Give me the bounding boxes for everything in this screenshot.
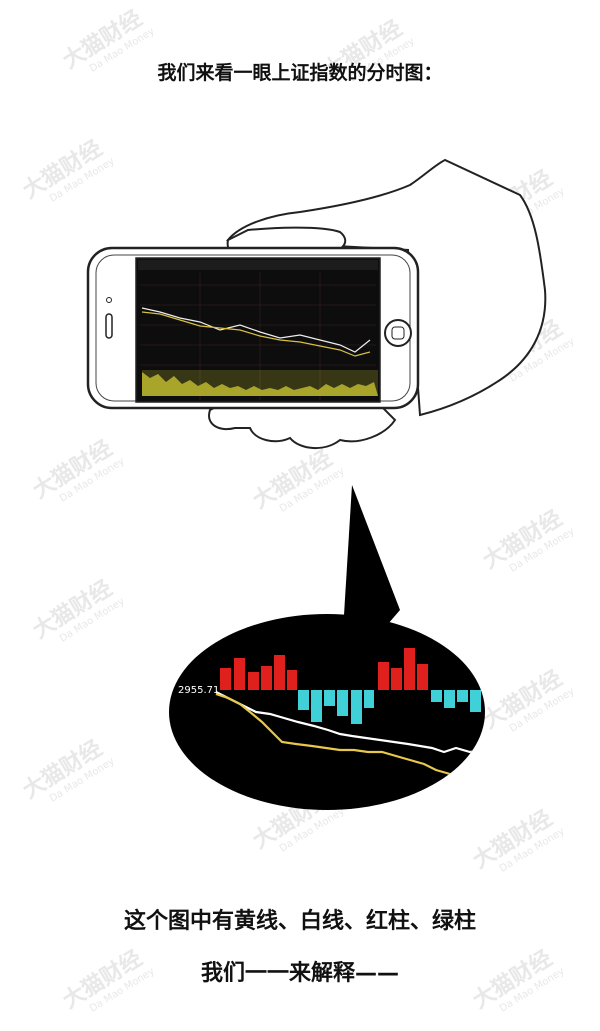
explanation-line-2: 我们一一来解释—— [200,961,399,986]
cyan-bar [337,690,348,716]
cyan-bar [324,690,335,706]
red-bar [234,658,245,690]
cyan-bar [298,690,309,710]
mini-yellow-line [141,311,371,357]
explanation-line-1: 这个图中有黄线、白线、红柱、绿柱 [123,909,476,934]
cyan-bar [470,690,481,712]
speaker-slot [105,313,113,339]
mini-volume [142,372,378,396]
cyan-bar [364,690,374,708]
cyan-bar [431,690,442,702]
red-bar [404,648,415,690]
price-label: 2955.71 [178,685,220,696]
hand-drawing [226,158,547,417]
white-price-line [215,691,485,754]
red-bar [274,655,285,690]
red-bar [220,668,231,690]
yellow-average-line [215,692,465,780]
red-bar [417,664,428,690]
red-bar [248,672,259,690]
fingers-drawing [208,404,397,449]
home-button [384,319,412,347]
phone-screen [135,257,381,403]
heading-text: 我们来看一眼上证指数的分时图： [157,62,443,84]
mini-white-line [141,307,371,353]
cyan-bar [457,690,468,702]
cyan-bar [444,690,455,708]
red-bar [261,666,272,690]
red-bar [287,670,297,690]
camera-dot [106,297,112,303]
cyan-bar [351,690,362,724]
cyan-bar [311,690,322,722]
red-bar [391,668,402,690]
red-bar [378,662,389,690]
